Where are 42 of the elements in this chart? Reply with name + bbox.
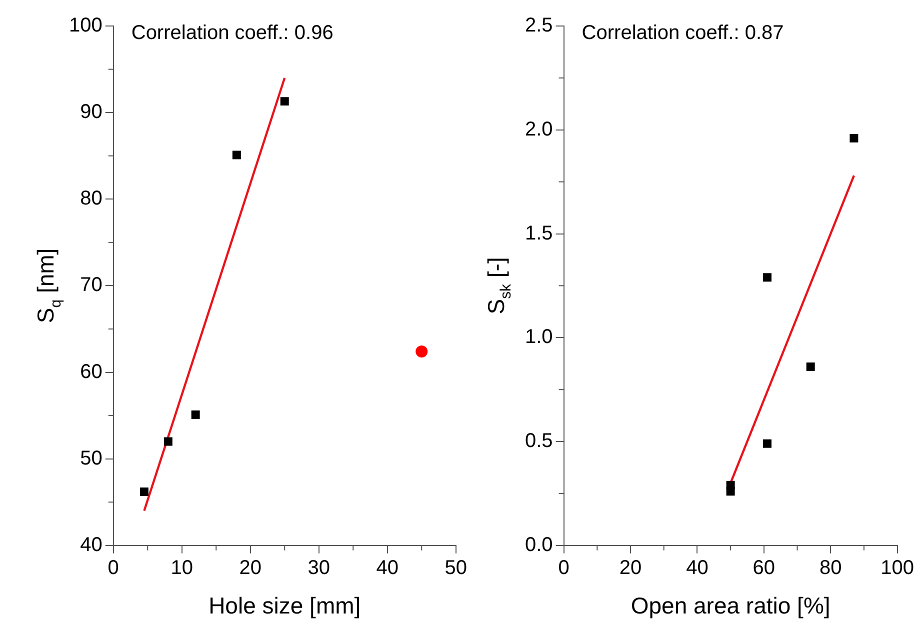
x-tick-label: 0 (558, 556, 570, 579)
annotation: Correlation coeff.: 0.96 (131, 22, 334, 44)
y-tick-label: 90 (80, 101, 102, 124)
y-tick-label: 50 (80, 447, 102, 470)
y-tick-label: 0.0 (524, 534, 553, 556)
x-tick-label: 30 (308, 556, 330, 579)
x-axis-title: Hole size [mm] (208, 592, 361, 619)
x-axis-title: Open area ratio [%] (630, 592, 830, 619)
y-tick-label: 40 (80, 534, 102, 556)
annotation: Correlation coeff.: 0.87 (582, 22, 784, 44)
x-tick-label: 50 (444, 556, 467, 579)
x-tick-label: 20 (619, 556, 642, 579)
y-tick-label: 70 (80, 274, 102, 296)
y-tick-label: 2.0 (524, 118, 553, 140)
point (280, 97, 289, 106)
y-axis-title: Ssk [-] (482, 257, 515, 314)
x-tick-label: 0 (108, 556, 119, 579)
x-tick-label: 10 (170, 556, 193, 579)
point (850, 134, 858, 142)
y-tick-label: 1.0 (524, 326, 553, 348)
point (232, 150, 241, 160)
point (164, 437, 172, 446)
point (140, 487, 148, 496)
point (763, 273, 772, 282)
point (806, 362, 815, 371)
y-tick-label: 60 (80, 360, 102, 383)
point (191, 410, 200, 419)
x-tick-label: 60 (752, 556, 776, 579)
point (763, 439, 772, 448)
y-axis-title: Sq [nm] (32, 248, 64, 324)
y-tick-label: 80 (80, 188, 102, 210)
point (726, 480, 735, 490)
x-tick-label: 100 (880, 556, 914, 579)
y-tick-label: 2.5 (524, 14, 553, 37)
point (416, 345, 428, 358)
y-tick-label: 0.5 (524, 430, 553, 452)
y-tick-label: 100 (68, 14, 102, 37)
y-tick-label: 1.5 (524, 222, 553, 244)
x-tick-label: 20 (239, 556, 262, 579)
x-tick-label: 40 (376, 556, 398, 579)
x-tick-label: 40 (686, 556, 708, 579)
x-tick-label: 80 (819, 556, 842, 579)
